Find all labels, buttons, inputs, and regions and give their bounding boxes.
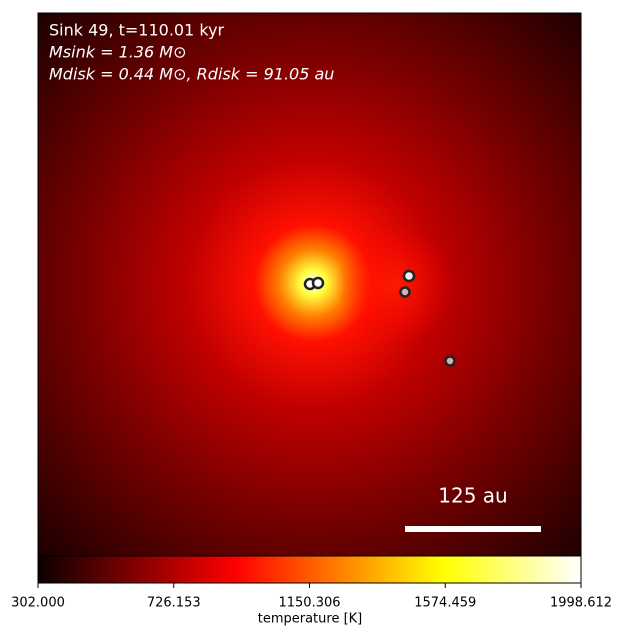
sink — [444, 355, 456, 367]
scale-bar-label: 125 au — [438, 484, 507, 508]
annotation: Sink 49, t=110.01 kyr — [49, 21, 225, 40]
sink — [311, 276, 325, 290]
colorbar-tick-label: 1998.612 — [550, 596, 612, 611]
colorbar-label: temperature [K] — [258, 612, 363, 627]
colorbar-tick-label: 302.000 — [11, 596, 65, 611]
colorbar-tick-label: 1150.306 — [278, 596, 340, 611]
scale-bar — [405, 526, 541, 532]
annotation: Msink = 1.36 M⊙ — [49, 43, 187, 62]
sink — [399, 286, 411, 298]
sinks — [303, 269, 456, 367]
colorbar — [37, 555, 582, 584]
sink — [402, 269, 416, 283]
colorbar-tick-label: 726.153 — [147, 596, 201, 611]
annotation: Mdisk = 0.44 M⊙, Rdisk = 91.05 au — [49, 65, 334, 84]
colorbar-tick-label: 1574.459 — [414, 596, 476, 611]
